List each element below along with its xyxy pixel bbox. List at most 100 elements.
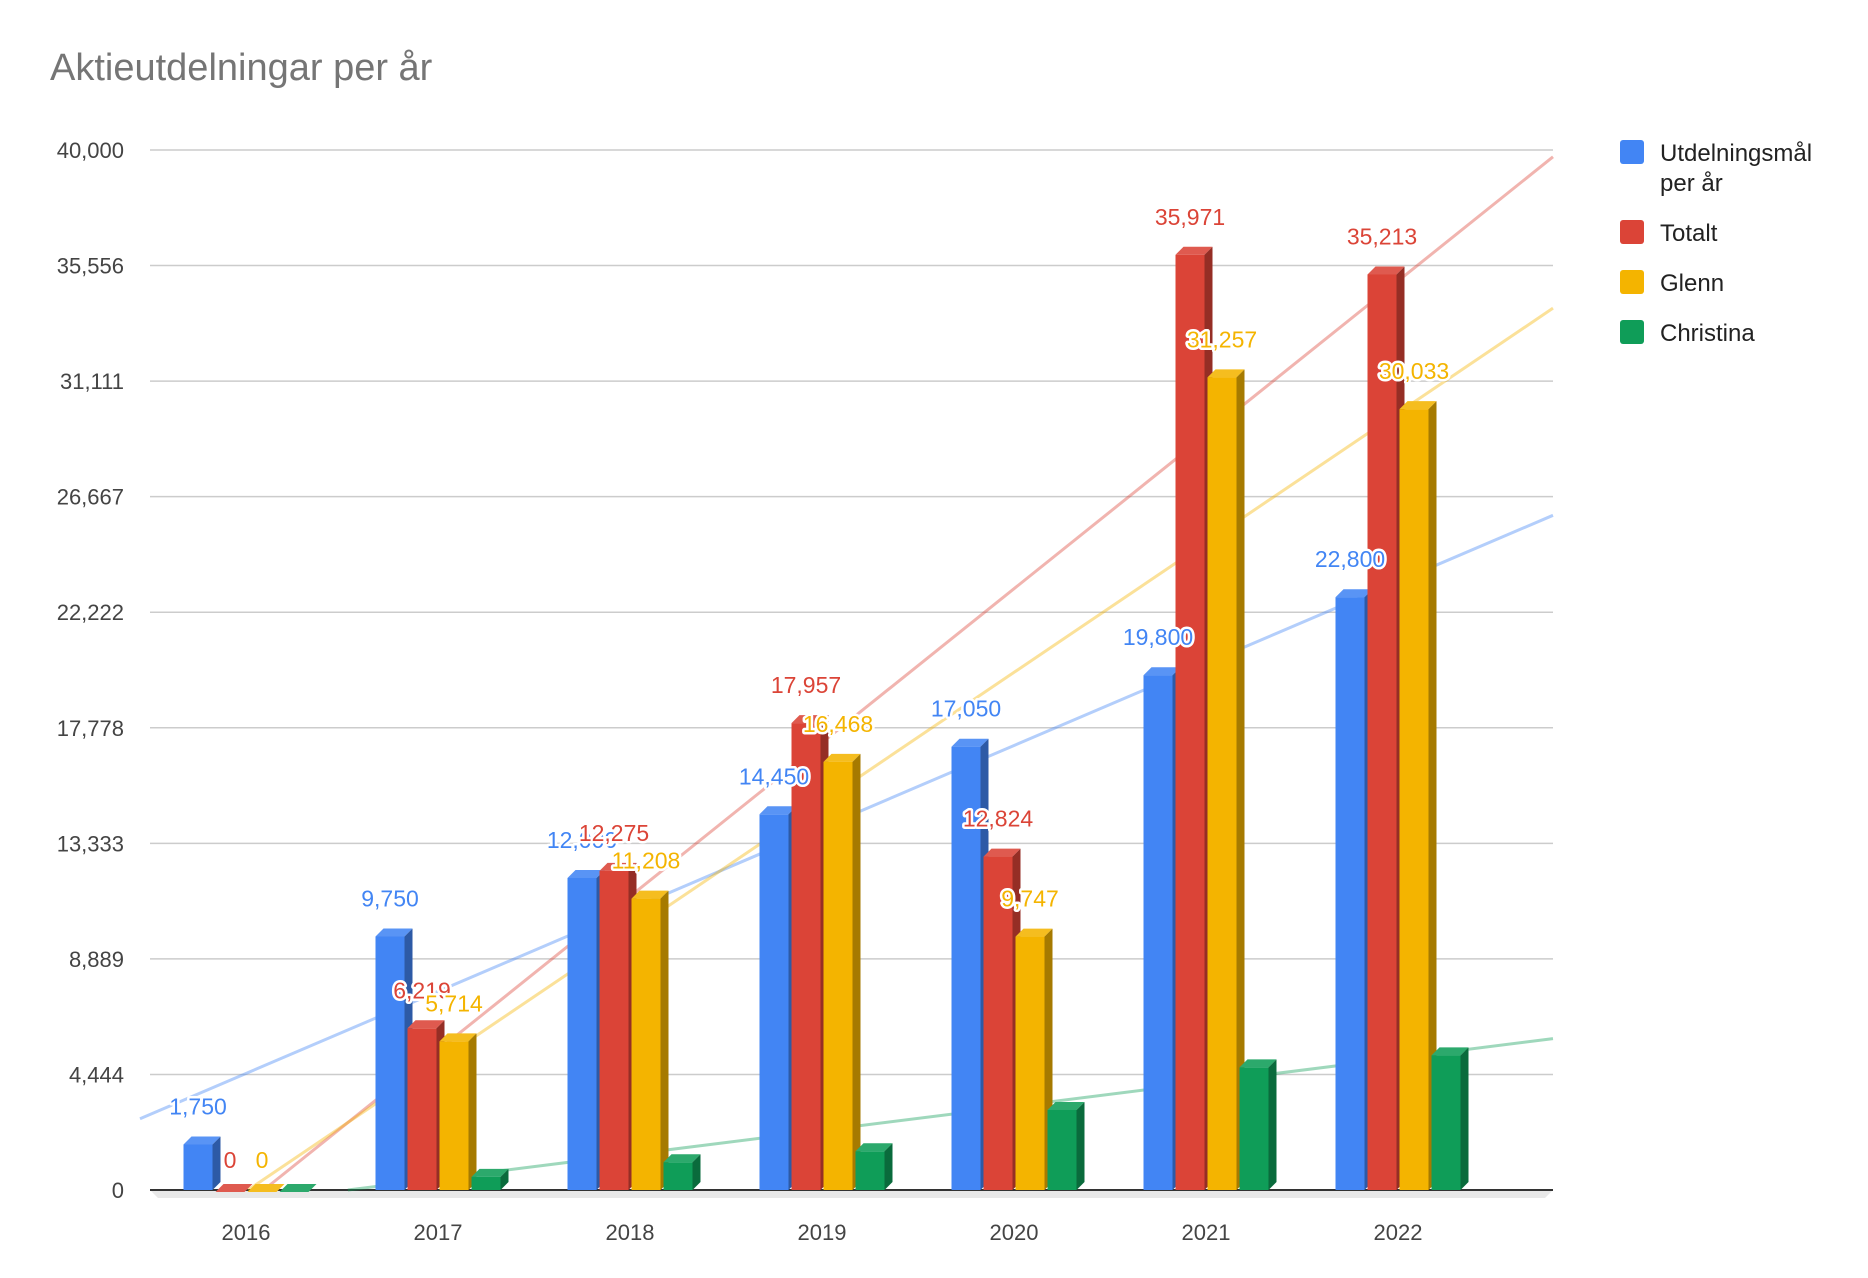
bar[interactable]	[471, 1176, 501, 1190]
data-label: 12,824	[963, 806, 1034, 832]
bar[interactable]	[759, 814, 789, 1190]
bar[interactable]	[407, 1028, 437, 1190]
bar[interactable]	[631, 898, 661, 1190]
bar-top	[1143, 667, 1181, 676]
bar[interactable]	[1367, 274, 1397, 1190]
bar[interactable]	[439, 1041, 469, 1190]
y-tick-label: 40,000	[57, 138, 124, 163]
bar[interactable]	[183, 1144, 213, 1191]
bar[interactable]	[663, 1162, 693, 1190]
data-label: 6,219	[393, 977, 451, 1003]
x-tick-label: 2021	[1182, 1220, 1231, 1245]
y-tick-label: 8,889	[69, 947, 124, 972]
bar-side	[692, 1154, 701, 1190]
data-label: 12,000	[547, 827, 617, 853]
data-label: 5,714	[425, 990, 483, 1016]
data-label: 31,257	[1187, 326, 1257, 352]
legend-label-line: per år	[1660, 170, 1723, 197]
bar[interactable]	[1239, 1067, 1269, 1190]
legend-label[interactable]: Totalt	[1660, 220, 1718, 247]
floor-plane	[150, 1190, 1553, 1198]
bar-top	[823, 753, 861, 762]
bar-side	[1236, 369, 1245, 1190]
bar-top	[663, 1154, 701, 1163]
data-label: 35,213	[1347, 223, 1417, 249]
bar-top	[1431, 1047, 1469, 1056]
bar-side	[1268, 1059, 1277, 1190]
bar-top	[759, 806, 797, 815]
bar[interactable]	[1175, 254, 1205, 1190]
bar-top	[407, 1020, 445, 1029]
bar[interactable]	[375, 936, 405, 1191]
trendline-1	[262, 155, 1554, 1192]
chart-title: Aktieutdelningar per år	[50, 47, 433, 89]
bar-top	[1335, 589, 1373, 598]
bar-side	[1460, 1047, 1469, 1190]
bar[interactable]	[1047, 1109, 1077, 1190]
bar-top	[1239, 1059, 1277, 1068]
bar[interactable]	[599, 870, 629, 1190]
legend-label[interactable]: Glenn	[1660, 270, 1724, 297]
legend-label[interactable]: Utdelningsmål per år	[1660, 140, 1812, 197]
bar-side	[1076, 1101, 1085, 1190]
bar[interactable]	[1431, 1055, 1461, 1190]
x-tick-label: 2017	[414, 1220, 463, 1245]
bar[interactable]	[855, 1151, 885, 1190]
bar[interactable]	[1335, 597, 1365, 1190]
data-label: 9,750	[361, 886, 419, 912]
bar-side	[468, 1033, 477, 1190]
legend-label-line: Glenn	[1660, 270, 1724, 297]
y-tick-label: 22,222	[57, 600, 124, 625]
data-label: 12,275	[579, 820, 649, 846]
bar-top	[567, 870, 605, 878]
legend-label-line: Totalt	[1660, 220, 1718, 247]
bar[interactable]	[1207, 377, 1237, 1190]
legend-label-line: Utdelningsmål	[1660, 140, 1812, 167]
data-label: 14,450	[739, 763, 809, 789]
legend-swatch[interactable]	[1620, 220, 1644, 244]
bar-top	[1207, 369, 1245, 378]
data-label: 1,750	[169, 1094, 227, 1120]
legend-label[interactable]: Christina	[1660, 320, 1755, 347]
bar[interactable]	[983, 856, 1013, 1190]
legend-swatch[interactable]	[1620, 140, 1644, 164]
bar-top	[599, 862, 637, 871]
data-label: 30,033	[1379, 358, 1449, 384]
bar[interactable]	[567, 878, 597, 1190]
bar[interactable]	[279, 1184, 317, 1192]
y-tick-label: 35,556	[57, 254, 124, 279]
bar-side	[1428, 401, 1437, 1191]
bar-side	[660, 890, 669, 1190]
y-tick-label: 4,444	[69, 1062, 124, 1087]
bar-top	[1367, 266, 1405, 275]
data-label: 35,971	[1155, 204, 1225, 230]
legend-swatch[interactable]	[1620, 320, 1644, 344]
bar-top	[1175, 246, 1213, 255]
bar-side	[212, 1136, 221, 1190]
data-label: 9,747	[1001, 886, 1059, 912]
data-label: 11,208	[612, 848, 681, 874]
bar-top	[439, 1033, 477, 1042]
bar[interactable]	[247, 1184, 285, 1192]
data-label: 0	[256, 1147, 269, 1173]
bar-side	[852, 753, 861, 1190]
y-tick-label: 26,667	[57, 485, 124, 510]
data-label: 19,800	[1123, 624, 1193, 650]
data-label: 16,468	[803, 711, 873, 737]
bar-top	[1399, 401, 1437, 410]
legend-swatch[interactable]	[1620, 270, 1644, 294]
bar[interactable]	[951, 746, 981, 1190]
bar[interactable]	[1143, 675, 1173, 1190]
y-tick-label: 0	[112, 1178, 124, 1203]
bar-top	[951, 738, 989, 747]
bar[interactable]	[791, 723, 821, 1190]
bar[interactable]	[1399, 409, 1429, 1191]
data-label: 0	[224, 1147, 237, 1173]
bar[interactable]	[215, 1184, 253, 1192]
bar[interactable]	[823, 761, 853, 1190]
bar-top	[791, 715, 829, 724]
bar[interactable]	[1015, 936, 1045, 1190]
bar-top	[375, 928, 413, 937]
x-tick-label: 2018	[606, 1220, 655, 1245]
